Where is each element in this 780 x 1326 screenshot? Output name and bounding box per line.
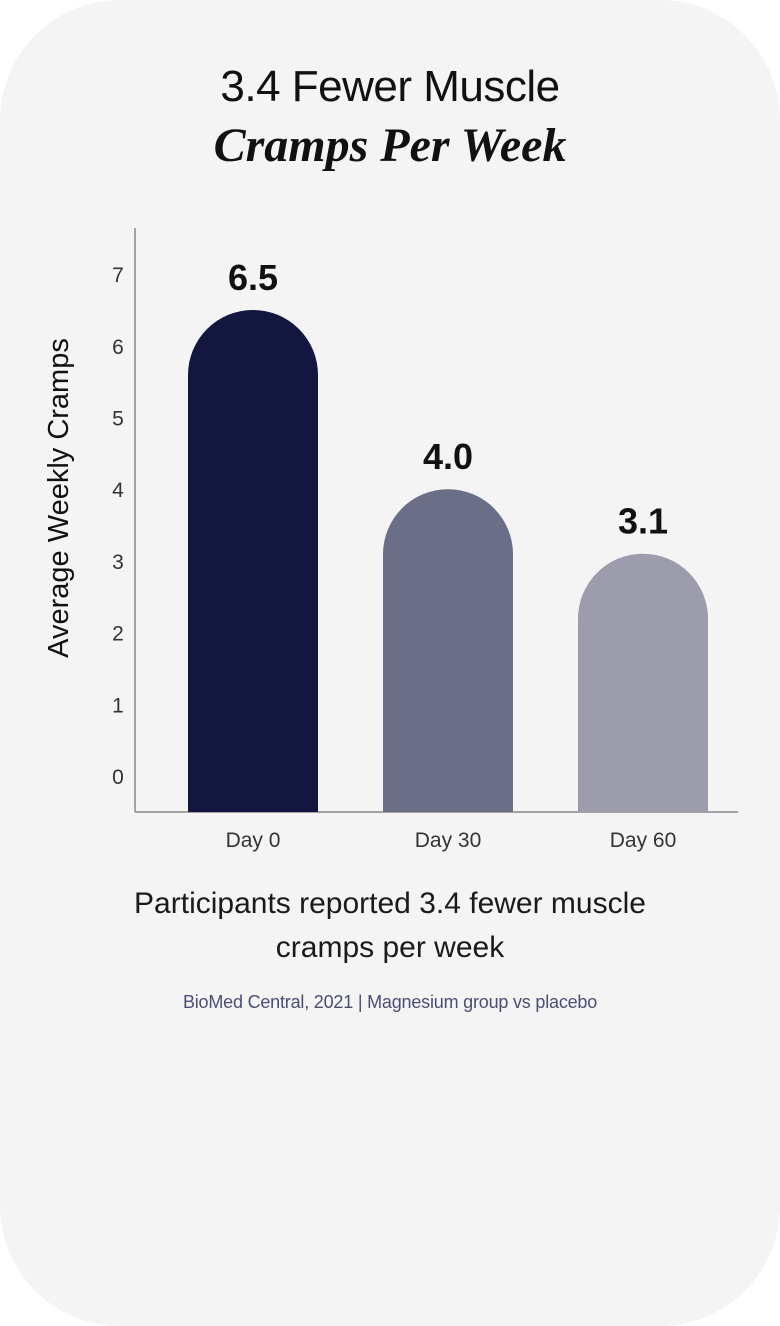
chart-title-line1: 3.4 Fewer Muscle	[220, 62, 560, 111]
y-tick-label: 5	[112, 408, 124, 431]
y-tick-label: 2	[112, 623, 124, 646]
x-category-label: Day 60	[610, 829, 677, 852]
x-category-label: Day 0	[226, 829, 281, 852]
chart-caption: Participants reported 3.4 fewer muscle c…	[134, 887, 646, 964]
y-tick-label: 1	[112, 694, 124, 717]
bar-value-label: 4.0	[423, 436, 473, 477]
bar-value-label: 3.1	[618, 501, 668, 542]
y-tick-label: 7	[112, 264, 124, 287]
y-tick-label: 0	[112, 766, 124, 789]
bar	[578, 553, 708, 812]
chart-source: BioMed Central, 2021 | Magnesium group v…	[182, 992, 598, 1012]
bar	[188, 309, 318, 812]
bar-chart: 0 1 2 3 4 5 6 7 Average Weekly Cramps 6.5 Day 0 4.0…	[43, 228, 738, 852]
y-tick-label: 3	[112, 551, 124, 574]
bar	[383, 489, 513, 812]
bar-value-label: 6.5	[228, 257, 278, 298]
y-tick-label: 4	[112, 479, 124, 502]
x-category-label: Day 30	[415, 829, 482, 852]
y-tick-label: 6	[112, 336, 124, 359]
chart-title-line2: Cramps Per Week	[213, 119, 567, 172]
y-axis-label: Average Weekly Cramps	[43, 338, 75, 658]
